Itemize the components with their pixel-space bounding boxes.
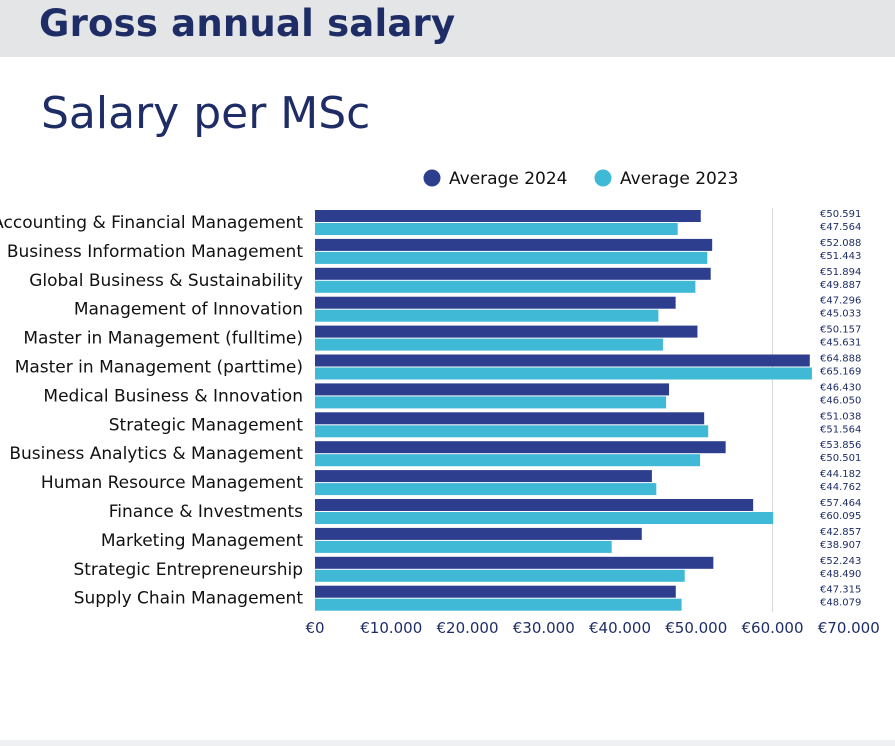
legend-marker — [423, 169, 441, 187]
category-label: Business Analytics & Management — [9, 444, 303, 464]
category-label: Medical Business & Innovation — [43, 386, 303, 406]
x-tick-label: €30.000 — [513, 619, 575, 637]
category-label: Strategic Entrepreneurship — [73, 560, 303, 580]
bar-2024 — [315, 354, 810, 367]
legend-marker — [594, 169, 612, 187]
bar-2023 — [315, 512, 774, 524]
value-label: €51.038 — [820, 411, 861, 422]
value-label: €46.050 — [820, 395, 861, 406]
category-label: Master in Management (parttime) — [15, 358, 303, 378]
value-label: €42.857 — [820, 527, 861, 538]
value-label: €47.315 — [820, 585, 861, 596]
bar-2024 — [315, 296, 676, 309]
bar-2023 — [315, 540, 612, 553]
value-label: €44.762 — [820, 482, 861, 493]
category-label: Supply Chain Management — [74, 589, 304, 609]
value-label: €50.157 — [820, 325, 861, 336]
footer-band — [0, 740, 895, 746]
bar-2023 — [315, 367, 812, 380]
value-label: €46.430 — [820, 382, 861, 393]
value-label: €51.564 — [820, 424, 861, 435]
bar-2023 — [315, 569, 685, 582]
header-band — [0, 0, 895, 57]
x-tick-label: €20.000 — [436, 619, 498, 637]
value-label: €50.591 — [820, 209, 861, 220]
value-label: €57.464 — [820, 498, 861, 509]
bar-2024 — [315, 267, 711, 280]
legend-label: Average 2023 — [620, 169, 738, 189]
bar-2024 — [315, 238, 713, 251]
x-tick-label: €40.000 — [589, 619, 651, 637]
bar-2023 — [315, 396, 667, 409]
value-label: €60.095 — [820, 511, 861, 522]
value-label: €50.501 — [820, 453, 861, 464]
bar-2024 — [315, 383, 670, 396]
category-label: Management of Innovation — [74, 300, 303, 320]
value-label: €52.243 — [820, 556, 861, 567]
bar-2024 — [315, 325, 698, 338]
section-title: Salary per MSc — [41, 88, 371, 139]
category-label: Finance & Investments — [109, 502, 303, 522]
value-label: €38.907 — [820, 540, 861, 551]
bar-2024 — [315, 556, 714, 569]
category-label: Marketing Management — [101, 531, 303, 551]
bar-2024 — [315, 527, 642, 540]
value-label: €44.182 — [820, 469, 861, 480]
value-label: €45.033 — [820, 309, 861, 320]
value-label: €47.564 — [820, 222, 861, 233]
x-tick-label: €10.000 — [360, 619, 422, 637]
bar-2023 — [315, 309, 659, 322]
value-label: €47.296 — [820, 296, 861, 307]
value-label: €51.894 — [820, 267, 861, 278]
category-label: Business Information Management — [7, 242, 303, 262]
category-label: Human Resource Management — [41, 473, 303, 493]
bar-2023 — [315, 223, 678, 235]
value-label: €53.856 — [820, 440, 861, 451]
category-label: Master in Management (fulltime) — [23, 329, 303, 349]
legend-label: Average 2024 — [449, 169, 567, 189]
bar-2024 — [315, 585, 676, 598]
bar-2024 — [315, 441, 726, 454]
value-label: €49.887 — [820, 280, 861, 291]
value-label: €45.631 — [820, 338, 861, 349]
x-tick-label: €60.000 — [741, 619, 803, 637]
bar-2023 — [315, 280, 696, 293]
x-tick-label: €50.000 — [665, 619, 727, 637]
bar-2023 — [315, 338, 663, 351]
value-label: €51.443 — [820, 251, 861, 262]
category-label: Global Business & Sustainability — [29, 271, 303, 291]
bar-2024 — [315, 210, 701, 222]
page-title: Gross annual salary — [39, 2, 456, 45]
bar-2023 — [315, 425, 709, 438]
value-label: €48.490 — [820, 569, 861, 580]
value-label: €48.079 — [820, 598, 861, 609]
x-tick-label: €70.000 — [818, 619, 880, 637]
category-label: Strategic Management — [109, 415, 304, 435]
category-label: Accounting & Financial Management — [0, 213, 303, 233]
value-label: €64.888 — [820, 354, 861, 365]
bar-2024 — [315, 470, 652, 483]
value-label: €65.169 — [820, 367, 861, 378]
bar-2024 — [315, 499, 754, 511]
bar-2023 — [315, 598, 682, 611]
bar-2023 — [315, 251, 708, 264]
bar-2023 — [315, 483, 657, 496]
bar-2023 — [315, 454, 701, 467]
x-tick-label: €0 — [305, 619, 324, 637]
bar-2024 — [315, 412, 705, 425]
value-label: €52.088 — [820, 238, 861, 249]
